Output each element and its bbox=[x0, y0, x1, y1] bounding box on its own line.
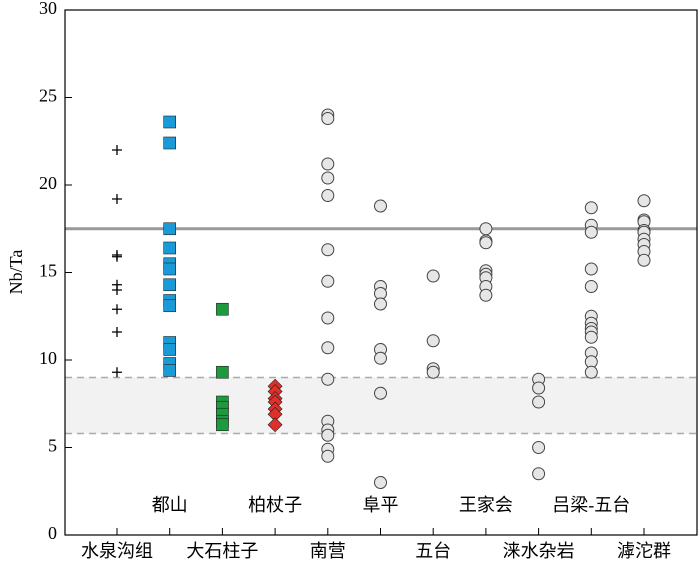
category-label: 柏杖子 bbox=[248, 495, 302, 515]
marker bbox=[321, 157, 335, 171]
marker bbox=[267, 417, 283, 433]
category-label: 南营 bbox=[310, 541, 346, 561]
y-axis-label: Nb/Ta bbox=[6, 250, 26, 295]
marker bbox=[112, 194, 122, 204]
marker bbox=[112, 304, 122, 315]
y-tick-label: 10 bbox=[39, 348, 57, 368]
marker bbox=[532, 381, 546, 395]
marker bbox=[216, 365, 229, 379]
y-tick-label: 0 bbox=[48, 523, 57, 543]
category-label: 都山 bbox=[152, 495, 188, 515]
marker bbox=[426, 269, 440, 283]
reference-band bbox=[65, 377, 697, 434]
marker bbox=[112, 367, 122, 378]
marker bbox=[637, 253, 651, 267]
marker bbox=[321, 112, 335, 125]
y-tick-label: 5 bbox=[48, 436, 57, 456]
marker bbox=[321, 243, 335, 257]
category-label: 水泉沟组 bbox=[81, 541, 153, 561]
marker bbox=[321, 311, 335, 325]
marker bbox=[479, 236, 493, 250]
marker bbox=[321, 428, 335, 442]
marker bbox=[479, 288, 493, 302]
category-label: 滹沱群 bbox=[617, 541, 671, 561]
category-label: 五台 bbox=[415, 541, 451, 561]
marker bbox=[374, 199, 387, 213]
marker bbox=[374, 386, 387, 400]
plot-frame bbox=[64, 9, 698, 536]
marker bbox=[163, 136, 176, 150]
marker bbox=[163, 364, 176, 377]
marker bbox=[321, 189, 335, 202]
marker bbox=[426, 365, 440, 379]
marker bbox=[374, 476, 387, 489]
marker bbox=[321, 171, 335, 185]
marker bbox=[112, 251, 122, 262]
marker bbox=[374, 297, 387, 311]
marker bbox=[163, 262, 176, 276]
category-label: 涞水杂岩 bbox=[503, 541, 575, 561]
marker bbox=[321, 449, 335, 463]
marker bbox=[584, 365, 598, 379]
y-tick-label: 25 bbox=[39, 86, 57, 106]
marker bbox=[426, 334, 440, 348]
marker bbox=[532, 395, 546, 409]
marker bbox=[112, 145, 122, 155]
marker bbox=[321, 372, 335, 386]
marker bbox=[321, 341, 335, 355]
y-tick-label: 30 bbox=[39, 0, 57, 18]
marker bbox=[374, 351, 387, 365]
marker bbox=[584, 262, 598, 276]
marker bbox=[163, 343, 176, 356]
marker bbox=[163, 222, 176, 236]
marker bbox=[163, 278, 176, 292]
marker bbox=[112, 285, 122, 295]
marker bbox=[584, 280, 598, 293]
marker bbox=[532, 467, 546, 481]
marker bbox=[321, 274, 335, 288]
marker bbox=[112, 327, 122, 337]
marker bbox=[479, 222, 493, 236]
marker bbox=[216, 418, 229, 432]
marker bbox=[163, 299, 176, 313]
category-label: 大石柱子 bbox=[186, 541, 258, 561]
marker bbox=[637, 194, 651, 208]
marker bbox=[163, 115, 176, 129]
category-label: 王家会 bbox=[459, 495, 513, 515]
marker bbox=[584, 225, 598, 239]
marker bbox=[163, 241, 176, 255]
y-tick-label: 20 bbox=[39, 173, 57, 193]
y-tick-label: 15 bbox=[39, 261, 57, 281]
category-label: 阜平 bbox=[363, 495, 399, 515]
marker bbox=[532, 441, 546, 454]
category-label: 吕梁-五台 bbox=[552, 495, 630, 515]
marker bbox=[584, 330, 598, 344]
marker bbox=[216, 302, 229, 316]
marker bbox=[584, 201, 598, 215]
